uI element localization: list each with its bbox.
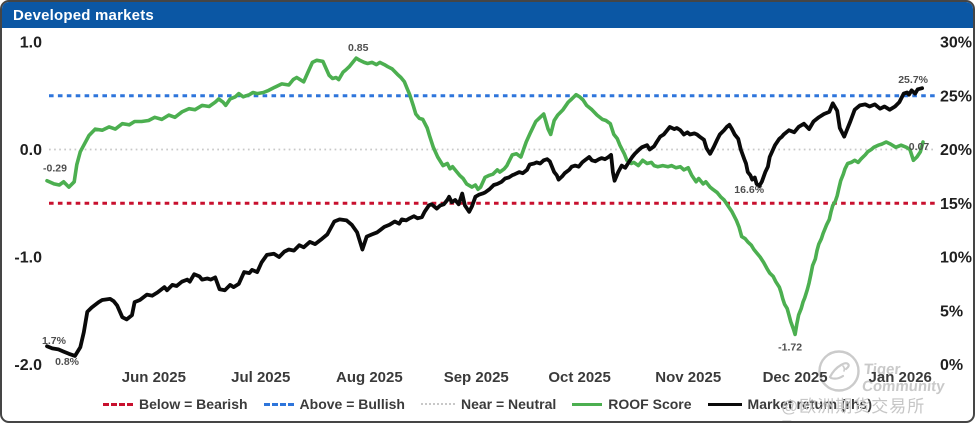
y-axis-right-tick-label: 20% xyxy=(940,142,972,159)
data-annotation-label: 25.7% xyxy=(898,74,928,86)
market-return-line xyxy=(45,86,924,358)
x-axis-tick-label: Dec 2025 xyxy=(763,369,828,386)
y-axis-right-tick-label: 15% xyxy=(940,196,972,213)
x-axis-tick-label: Nov 2025 xyxy=(655,369,721,386)
y-axis-left-tick-label: 1.0 xyxy=(20,35,42,52)
x-axis-tick-label: Jul 2025 xyxy=(231,369,290,386)
roof-score-line xyxy=(45,56,925,337)
x-axis-tick-label: Oct 2025 xyxy=(548,369,611,386)
legend-item-near-neutral: Near = Neutral xyxy=(420,396,557,412)
legend-line-sample-icon xyxy=(420,403,455,405)
data-annotation-label: 1.7% xyxy=(42,335,67,347)
legend-item-market-return-rhs: Market return (rhs) xyxy=(707,396,872,412)
legend-item-roof-score: ROOF Score xyxy=(572,396,692,412)
data-annotation-label: -0.29 xyxy=(43,163,67,175)
panel-header: Developed markets xyxy=(2,2,973,28)
panel-title: Developed markets xyxy=(13,6,154,24)
data-annotation-label: 0.85 xyxy=(348,42,369,54)
y-axis-left-tick-label: -2.0 xyxy=(14,357,42,374)
legend-line-sample-icon xyxy=(263,402,294,406)
tiger-logo-watermark-icon xyxy=(818,350,860,392)
legend-item-label: Market return (rhs) xyxy=(747,396,872,412)
x-axis-tick-label: Jan 2026 xyxy=(869,369,932,386)
y-axis-right-tick-label: 25% xyxy=(940,88,972,105)
x-axis-tick-label: Jun 2025 xyxy=(122,369,186,386)
legend-line-sample-icon xyxy=(707,402,742,406)
legend-line-sample-icon xyxy=(572,402,603,406)
y-axis-left-tick-label: -1.0 xyxy=(14,250,42,267)
chart-legend: Below = Bearish Above = Bullish Near = Neu… xyxy=(2,396,973,412)
legend-line-sample-icon xyxy=(102,402,133,406)
legend-item-label: ROOF Score xyxy=(608,396,692,412)
legend-item-label: Near = Neutral xyxy=(460,396,557,412)
y-axis-right-tick-label: 30% xyxy=(940,35,972,52)
data-annotation-label: 0.07 xyxy=(909,141,930,153)
x-axis-tick-label: Aug 2025 xyxy=(336,369,403,386)
data-annotation-label: -1.72 xyxy=(778,341,802,353)
y-axis-right-tick-label: 10% xyxy=(940,250,972,267)
legend-item-label: Above = Bullish xyxy=(299,396,405,412)
y-axis-left-tick-label: 0.0 xyxy=(20,142,42,159)
y-axis-right-tick-label: 0% xyxy=(940,357,963,374)
legend-item-label: Below = Bearish xyxy=(138,396,248,412)
y-axis-right-tick-label: 5% xyxy=(940,303,963,320)
tiger-community-watermark: Tiger Community xyxy=(861,361,946,395)
legend-item-below-bearish: Below = Bearish xyxy=(102,396,248,412)
legend-item-above-bullish: Above = Bullish xyxy=(263,396,405,412)
x-axis-tick-label: Sep 2025 xyxy=(444,369,509,386)
data-annotation-label: 0.8% xyxy=(55,356,80,368)
data-annotation-label: 16.6% xyxy=(734,184,764,196)
